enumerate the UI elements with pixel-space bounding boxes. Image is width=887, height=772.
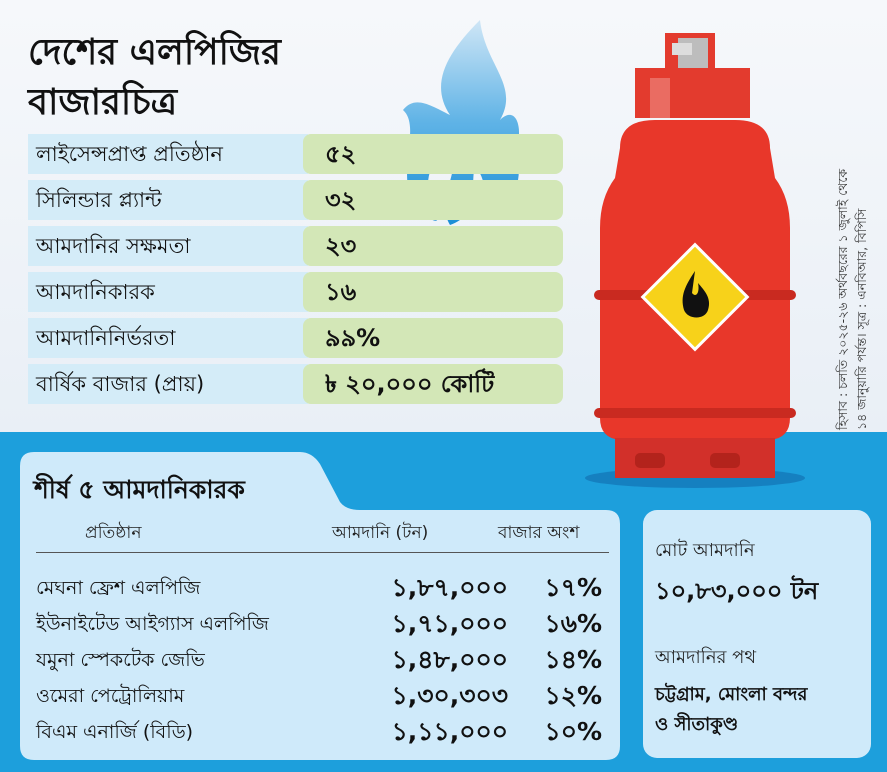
fire-warning-icon	[640, 242, 750, 352]
stat-row: আমদানিনির্ভরতা ৯৯%	[28, 318, 563, 358]
page-title: দেশের এলপিজির বাজারচিত্র	[28, 32, 281, 123]
market-share: ১০%	[544, 717, 602, 746]
table-row: যমুনা স্পেকটেক জেভি ১,৪৮,০০০ ১৪%	[36, 642, 616, 678]
table-row: ইউনাইটেড আইগ্যাস এলপিজি ১,৭১,০০০ ১৬%	[36, 606, 616, 642]
market-share: ১৭%	[544, 573, 602, 602]
company-name: বিএম এনার্জি (বিডি)	[36, 721, 194, 743]
stat-label: আমদানিনির্ভরতা	[28, 318, 308, 358]
stat-label: লাইসেন্সপ্রাপ্ত প্রতিষ্ঠান	[28, 134, 308, 174]
source-line: হিসাব : চলতি ২০২৫-২৬ অর্থবছরের ১ জুলাই থ…	[835, 168, 850, 430]
import-route-value: ও সীতাকুণ্ড	[655, 714, 739, 735]
source-line: ১৪ জানুয়ারি পর্যন্ত। সূত্র : এনবিআর, বি…	[854, 208, 869, 430]
column-header-share: বাজার অংশ	[498, 523, 580, 543]
stat-label: আমদানির সক্ষমতা	[28, 226, 308, 266]
stat-row: লাইসেন্সপ্রাপ্ত প্রতিষ্ঠান ৫২	[28, 134, 563, 174]
company-name: যমুনা স্পেকটেক জেভি	[36, 649, 205, 671]
stat-label: সিলিন্ডার প্ল্যান্ট	[28, 180, 308, 220]
market-share: ১২%	[544, 681, 602, 710]
import-route-value: চট্টগ্রাম, মোংলা বন্দর	[655, 684, 808, 705]
stat-value: ১৬	[303, 272, 563, 312]
table-row: বিএম এনার্জি (বিডি) ১,১১,০০০ ১০%	[36, 714, 616, 750]
table-row: ওমেরা পেট্রোলিয়াম ১,৩০,৩০৩ ১২%	[36, 678, 616, 714]
table-row: মেঘনা ফ্রেশ এলপিজি ১,৮৭,০০০ ১৭%	[36, 570, 616, 606]
company-name: ইউনাইটেড আইগ্যাস এলপিজি	[36, 613, 269, 635]
import-route-label: আমদানির পথ	[655, 647, 757, 668]
column-header-import: আমদানি (টন)	[332, 523, 429, 543]
total-import-value: ১০,৮৩,০০০ টন	[655, 577, 819, 605]
import-tons: ১,১১,০০০	[391, 717, 508, 746]
total-import-label: মোট আমদানি	[655, 540, 755, 561]
column-header-company: প্রতিষ্ঠান	[85, 523, 142, 543]
stat-value: ২৩	[303, 226, 563, 266]
company-name: মেঘনা ফ্রেশ এলপিজি	[36, 577, 201, 599]
stat-row: আমদানির সক্ষমতা ২৩	[28, 226, 563, 266]
stat-row: আমদানিকারক ১৬	[28, 272, 563, 312]
gas-cylinder-icon	[585, 33, 805, 488]
source-note: হিসাব : চলতি ২০২৫-২৬ অর্থবছরের ১ জুলাই থ…	[822, 30, 882, 430]
stat-row: সিলিন্ডার প্ল্যান্ট ৩২	[28, 180, 563, 220]
import-tons: ১,৩০,৩০৩	[391, 681, 509, 710]
stat-row: বার্ষিক বাজার (প্রায়) ৳ ২০,০০০ কোটি	[28, 364, 563, 404]
market-share: ১৬%	[544, 609, 602, 638]
stat-value: ৫২	[303, 134, 563, 174]
summary-panel: মোট আমদানি ১০,৮৩,০০০ টন আমদানির পথ চট্টগ…	[643, 510, 871, 758]
stat-value: ৩২	[303, 180, 563, 220]
import-tons: ১,৮৭,০০০	[391, 573, 508, 602]
top-importers-panel: শীর্ষ ৫ আমদানিকারক প্রতিষ্ঠান আমদানি (টন…	[20, 452, 620, 760]
stat-label: আমদানিকারক	[28, 272, 308, 312]
panel-background	[20, 452, 620, 760]
company-name: ওমেরা পেট্রোলিয়াম	[36, 685, 185, 707]
import-tons: ১,৭১,০০০	[391, 609, 508, 638]
stat-value: ৯৯%	[303, 318, 563, 358]
stat-value: ৳ ২০,০০০ কোটি	[303, 364, 563, 404]
import-tons: ১,৪৮,০০০	[391, 645, 508, 674]
header-divider	[36, 552, 609, 553]
market-share: ১৪%	[544, 645, 603, 674]
panel-title: শীর্ষ ৫ আমদানিকারক	[34, 475, 245, 504]
stat-label: বার্ষিক বাজার (প্রায়)	[28, 364, 308, 404]
